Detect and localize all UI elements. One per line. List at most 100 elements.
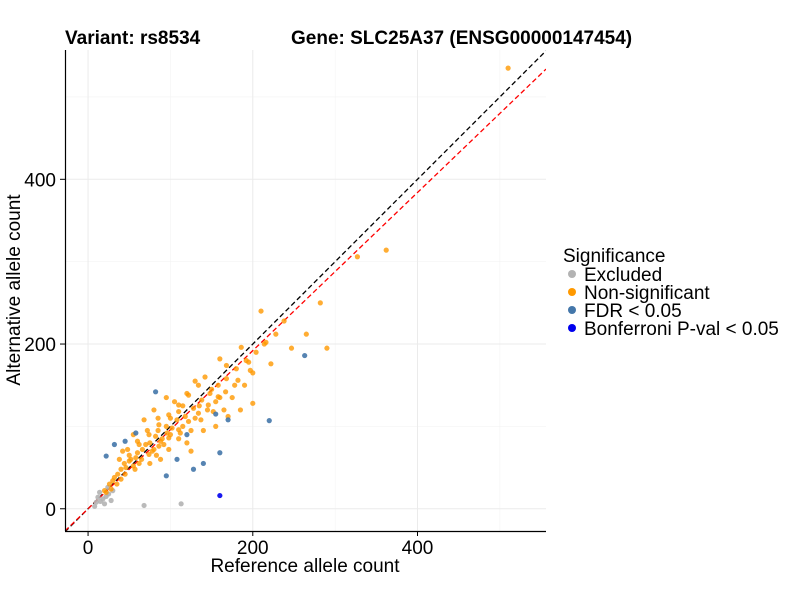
data-point — [92, 503, 98, 509]
data-point — [121, 460, 127, 467]
data-point — [134, 450, 141, 456]
chart-title-variant: Variant: rs8534 — [65, 28, 201, 49]
data-point — [166, 446, 172, 453]
data-point — [103, 453, 109, 459]
data-point — [166, 412, 172, 418]
data-point — [324, 345, 330, 351]
data-point — [171, 399, 178, 405]
data-point — [505, 65, 511, 71]
data-point — [147, 440, 153, 446]
reference-lines — [65, 50, 546, 531]
data-point — [93, 499, 99, 505]
data-point — [133, 455, 139, 461]
data-point — [122, 438, 128, 444]
data-point — [177, 430, 183, 436]
data-point — [176, 436, 182, 442]
data-point — [146, 451, 152, 458]
data-point — [133, 430, 139, 436]
data-point — [207, 390, 213, 397]
data-point — [169, 425, 175, 431]
data-point — [241, 382, 248, 388]
data-point — [111, 441, 118, 448]
x-axis-label: Reference allele count — [210, 556, 400, 577]
data-point — [199, 397, 205, 403]
data-point — [213, 411, 219, 417]
reference-line-identity — [65, 50, 546, 531]
data-point — [250, 400, 256, 406]
reference-line-fit — [65, 68, 546, 531]
data-point — [243, 357, 249, 364]
data-point — [176, 408, 182, 415]
data-point — [157, 438, 164, 444]
data-point — [178, 501, 184, 507]
data-point — [190, 405, 197, 411]
y-tick-label: 0 — [45, 500, 56, 521]
data-point — [108, 497, 114, 504]
data-point — [263, 339, 269, 345]
data-point — [258, 308, 264, 314]
data-point — [354, 254, 360, 260]
data-point — [163, 394, 169, 401]
data-point — [151, 407, 157, 413]
data-point — [141, 417, 147, 423]
data-point — [223, 389, 229, 395]
data-point — [288, 345, 295, 351]
data-point — [118, 466, 124, 472]
data-point — [223, 376, 230, 382]
data-point — [101, 501, 108, 507]
data-point — [126, 452, 132, 458]
data-point — [176, 402, 182, 408]
data-point — [266, 418, 272, 424]
x-tick-label: 0 — [83, 538, 94, 559]
data-point — [166, 435, 172, 441]
data-point — [122, 471, 128, 477]
data-point — [185, 392, 192, 398]
data-point — [144, 427, 150, 434]
legend-label: Non-significant — [584, 283, 710, 304]
legend: Significance ExcludedNon-significantFDR … — [563, 246, 779, 340]
data-point — [123, 464, 129, 471]
data-point — [213, 399, 219, 405]
data-point — [190, 466, 197, 472]
x-tick-label: 200 — [237, 538, 269, 559]
data-point — [120, 448, 126, 454]
data-point — [200, 427, 206, 434]
data-point — [153, 452, 160, 458]
data-point — [143, 441, 149, 448]
data-point — [96, 489, 103, 495]
legend-label: Excluded — [584, 265, 662, 286]
data-point — [182, 413, 188, 420]
data-points — [92, 65, 511, 509]
data-point — [204, 407, 211, 413]
data-point — [139, 446, 146, 453]
data-point — [184, 440, 190, 446]
data-point — [217, 492, 223, 499]
data-point — [156, 422, 162, 428]
data-point — [149, 448, 155, 454]
data-point — [196, 403, 202, 409]
data-point — [184, 432, 190, 438]
data-point — [235, 377, 241, 383]
data-point — [188, 427, 194, 434]
legend-swatch — [568, 288, 576, 296]
data-point — [215, 394, 221, 400]
legend-swatch — [568, 306, 576, 314]
data-point — [164, 430, 170, 436]
data-point — [198, 417, 204, 423]
legend-label: Bonferroni P-val < 0.05 — [584, 319, 779, 340]
data-point — [192, 378, 198, 384]
data-point — [146, 432, 152, 438]
data-point — [233, 366, 239, 372]
legend-label: FDR < 0.05 — [584, 301, 682, 322]
data-point — [108, 486, 114, 492]
data-point — [317, 300, 323, 306]
x-tick-label: 400 — [402, 538, 434, 559]
data-point — [110, 478, 116, 484]
data-point — [221, 407, 227, 413]
data-point — [281, 318, 287, 324]
data-point — [217, 356, 223, 362]
data-point — [237, 407, 244, 413]
data-point — [195, 382, 202, 388]
data-point — [141, 502, 147, 509]
